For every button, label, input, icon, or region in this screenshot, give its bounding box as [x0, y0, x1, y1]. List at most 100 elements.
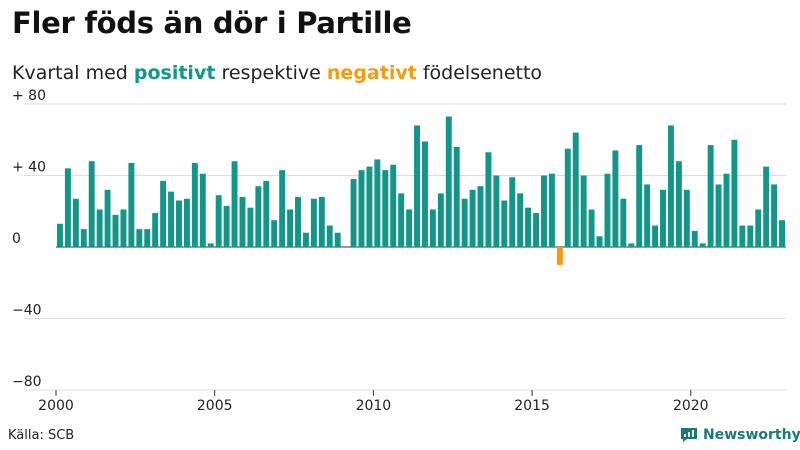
chart-subtitle: Kvartal med positivt respektive negativt… — [12, 62, 542, 84]
bar — [453, 146, 460, 247]
bar — [588, 209, 595, 247]
brand-name: Newsworthy — [703, 427, 800, 443]
bar — [747, 225, 754, 247]
bar — [755, 209, 762, 247]
y-tick-label: + 80 — [12, 88, 46, 104]
x-tick-label: 2015 — [514, 398, 550, 414]
x-tick-label: 2005 — [197, 398, 233, 414]
bar — [366, 166, 373, 247]
y-tick-label: 0 — [12, 231, 21, 247]
bar — [120, 209, 127, 247]
bar — [739, 225, 746, 247]
bar — [723, 173, 730, 247]
bar — [112, 214, 119, 247]
legend-negative: negativt — [326, 62, 417, 84]
bar — [763, 166, 770, 247]
subtitle-middle: respektive — [215, 62, 327, 84]
y-tick-label: −80 — [12, 374, 42, 390]
bar — [437, 193, 444, 247]
bar — [675, 161, 682, 247]
brand-logo: Newsworthy — [680, 427, 800, 443]
bar — [533, 213, 540, 247]
y-tick-label: −40 — [12, 303, 42, 319]
bar — [461, 198, 468, 247]
bar — [445, 116, 452, 247]
bar — [350, 179, 357, 247]
bar — [541, 175, 547, 247]
bar — [358, 170, 365, 247]
bar — [612, 150, 619, 247]
x-tick-label: 2010 — [356, 398, 392, 414]
bar — [191, 162, 198, 247]
bar — [310, 198, 317, 247]
bar — [199, 173, 206, 247]
bar — [572, 132, 579, 247]
newsworthy-icon — [681, 428, 697, 442]
bar — [580, 175, 587, 247]
bar — [469, 189, 476, 247]
bar — [318, 196, 325, 247]
bar — [429, 209, 436, 247]
bar — [604, 173, 611, 247]
bar — [104, 189, 111, 247]
bar — [414, 125, 420, 247]
bar — [57, 223, 63, 247]
bar — [501, 200, 508, 247]
bar — [564, 148, 571, 247]
bar — [660, 189, 666, 247]
bar — [72, 198, 79, 247]
bar — [88, 161, 95, 247]
bar — [636, 145, 643, 247]
bar — [223, 205, 230, 247]
bar — [160, 180, 167, 247]
bar — [628, 243, 635, 247]
bar — [176, 200, 182, 247]
bar — [525, 207, 532, 247]
bar — [239, 196, 246, 247]
bar — [374, 159, 381, 247]
bar — [731, 139, 738, 247]
bar — [96, 209, 103, 247]
bar — [620, 198, 627, 247]
bar — [652, 225, 659, 247]
y-tick-label: + 40 — [12, 160, 46, 176]
bar — [215, 195, 222, 247]
bar — [485, 152, 492, 247]
bar — [691, 230, 698, 247]
x-tick-label: 2000 — [38, 398, 74, 414]
bar — [263, 180, 270, 247]
bar — [707, 145, 714, 247]
bar — [548, 173, 555, 247]
bar — [779, 220, 785, 247]
bar — [271, 220, 278, 247]
subtitle-suffix: födelsenetto — [416, 62, 543, 84]
bar — [390, 164, 397, 247]
bar — [255, 186, 262, 247]
bar — [295, 196, 301, 247]
bar — [80, 229, 87, 247]
source-note: Källa: SCB — [8, 428, 75, 443]
bar — [382, 170, 389, 247]
bar — [64, 168, 71, 247]
bar — [509, 177, 516, 247]
bar — [136, 229, 143, 247]
bar — [168, 191, 175, 247]
x-tick-label: 2020 — [673, 398, 709, 414]
bar — [771, 184, 778, 247]
bar — [477, 186, 484, 247]
bar — [279, 170, 286, 247]
bar — [144, 229, 151, 247]
bar — [398, 193, 405, 247]
bar — [128, 162, 135, 247]
bar — [326, 225, 333, 247]
bar — [644, 184, 651, 247]
chart-title: Fler föds än dör i Partille — [12, 6, 412, 40]
bar — [683, 189, 690, 247]
bar — [596, 236, 603, 247]
bar — [183, 198, 190, 247]
legend-positive: positivt — [133, 62, 216, 84]
bar — [422, 141, 428, 247]
bar — [152, 213, 159, 247]
subtitle-prefix: Kvartal med — [12, 62, 134, 84]
